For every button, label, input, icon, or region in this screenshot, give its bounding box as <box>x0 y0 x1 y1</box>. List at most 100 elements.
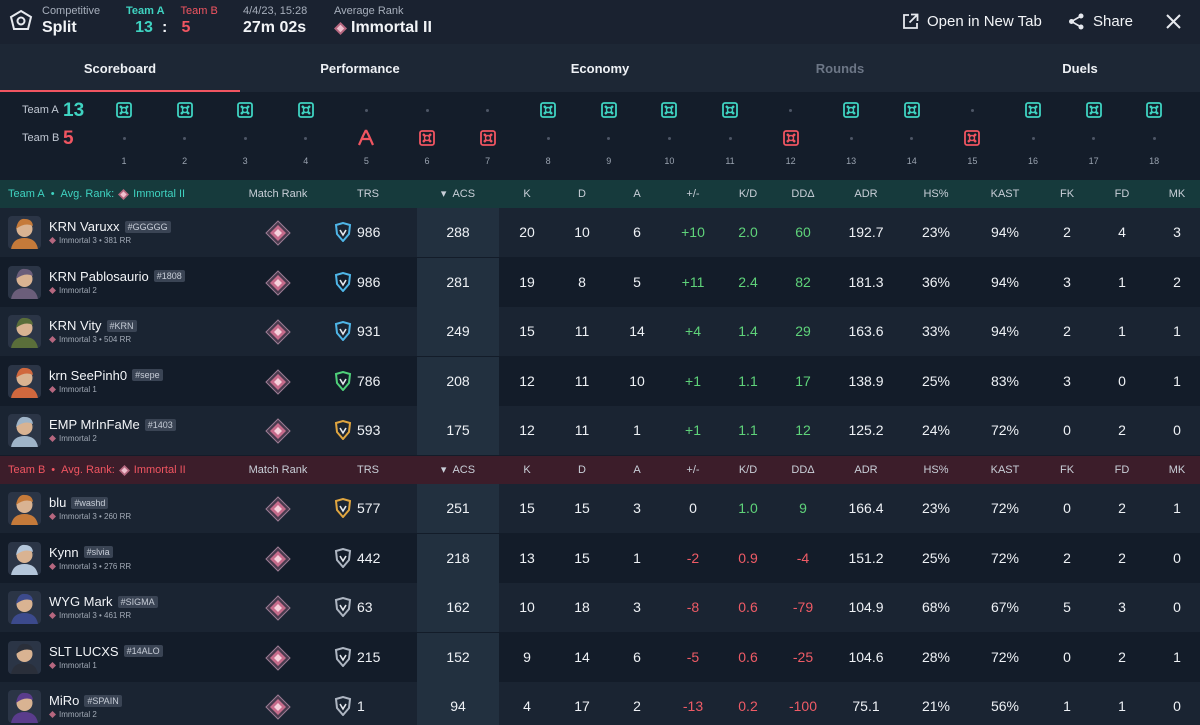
trs-value: 1 <box>357 698 365 715</box>
team-a-col-mk[interactable]: MK <box>1157 180 1197 208</box>
team-b-col-hs[interactable]: HS% <box>911 456 961 484</box>
round-number[interactable]: 15 <box>967 156 978 166</box>
player-rank-line: Immortal 3 • 276 RR <box>49 562 131 571</box>
team-a-col-hs[interactable]: HS% <box>911 180 961 208</box>
round-empty-dot <box>183 136 187 140</box>
round-number[interactable]: 18 <box>1149 156 1160 166</box>
player-tag: #KRN <box>106 319 137 332</box>
share-button[interactable]: Share <box>1068 10 1133 32</box>
team-a-col-trs[interactable]: TRS <box>343 180 393 208</box>
stat-acs: 94 <box>450 698 466 715</box>
team-b-col-dda[interactable]: DDΔ <box>778 456 828 484</box>
team-a-player-row[interactable]: KRN Varuxx #GGGGG Immortal 3 • 381 RR 986 28… <box>0 208 1200 257</box>
acs-highlight <box>417 406 499 456</box>
team-a-player-row[interactable]: EMP MrInFaMe #1403 Immortal 2 593 175 12 11 1 +1… <box>0 406 1200 456</box>
team-b-player-row[interactable]: SLT LUCXS #14ALO Immortal 1 215 152 9 14 6 -5 0.6… <box>0 632 1200 682</box>
round-number[interactable]: 10 <box>664 156 675 166</box>
tab-duels[interactable]: Duels <box>1062 60 1098 76</box>
team-b-col-adr[interactable]: ADR <box>836 456 896 484</box>
round-number[interactable]: 7 <box>485 156 491 166</box>
player-rank-text: Immortal 3 • 276 RR <box>59 561 132 571</box>
round-number[interactable]: 1 <box>121 156 127 166</box>
round-number[interactable]: 14 <box>906 156 917 166</box>
player-name[interactable]: KRN Vity #KRN <box>49 318 137 333</box>
stat-k: 19 <box>519 273 535 290</box>
round-number[interactable]: 4 <box>303 156 309 166</box>
team-a-col-dda[interactable]: DDΔ <box>778 180 828 208</box>
team-b-player-row[interactable]: WYG Mark #SIGMA Immortal 3 • 461 RR 63 162 10… <box>0 583 1200 633</box>
stat-a: 6 <box>633 648 641 665</box>
team-a-col-acs[interactable]: ▾ ACS <box>417 180 499 208</box>
team-a-col-a[interactable]: A <box>617 180 657 208</box>
player-name[interactable]: blu #washd <box>49 495 109 510</box>
stat-kd: 1.4 <box>738 323 758 340</box>
player-name[interactable]: KRN Pablosaurio #1808 <box>49 269 185 284</box>
team-b-col-fd[interactable]: FD <box>1102 456 1142 484</box>
team-b-col-match_rank[interactable]: Match Rank <box>243 456 313 484</box>
player-name[interactable]: EMP MrInFaMe #1403 <box>49 417 176 432</box>
round-number[interactable]: 16 <box>1027 156 1038 166</box>
round-number[interactable]: 5 <box>363 156 369 166</box>
player-name[interactable]: WYG Mark #SIGMA <box>49 594 158 609</box>
column-label: KAST <box>990 464 1020 476</box>
team-a-player-row[interactable]: krn SeePinh0 #sepe Immortal 1 786 208 12 11 10 +… <box>0 356 1200 406</box>
team-b-col-kast[interactable]: KAST <box>980 456 1030 484</box>
team-b-player-row[interactable]: Kynn #slvia Immortal 3 • 276 RR 442 218 13 15 1… <box>0 533 1200 583</box>
round-number[interactable]: 2 <box>182 156 188 166</box>
player-name[interactable]: KRN Varuxx #GGGGG <box>49 219 171 234</box>
team-b-col-k[interactable]: K <box>507 456 547 484</box>
stat-adr: 181.3 <box>848 273 884 290</box>
player-name-text: Kynn <box>49 544 79 560</box>
stat-d: 15 <box>574 500 590 516</box>
tab-scoreboard[interactable]: Scoreboard <box>0 44 240 92</box>
team-a-col-adr[interactable]: ADR <box>836 180 896 208</box>
player-name[interactable]: krn SeePinh0 #sepe <box>49 368 163 383</box>
round-number[interactable]: 8 <box>545 156 551 166</box>
team-a-col-k[interactable]: K <box>507 180 547 208</box>
player-name[interactable]: Kynn #slvia <box>49 545 113 560</box>
team-b-col-fk[interactable]: FK <box>1047 456 1087 484</box>
team-a-player-row[interactable]: KRN Vity #KRN Immortal 3 • 504 RR 931 249 15 1… <box>0 307 1200 357</box>
team-b-col-pm[interactable]: +/- <box>668 456 718 484</box>
player-name-text: WYG Mark <box>49 594 113 610</box>
team-a-col-d[interactable]: D <box>562 180 602 208</box>
team-b-col-d[interactable]: D <box>562 456 602 484</box>
stat-acs: 249 <box>446 323 470 340</box>
stat-dda: 9 <box>799 500 807 516</box>
team-b-col-a[interactable]: A <box>617 456 657 484</box>
team-a-col-match_rank[interactable]: Match Rank <box>243 180 313 208</box>
tab-economy[interactable]: Economy <box>570 60 630 76</box>
round-number[interactable]: 17 <box>1088 156 1099 166</box>
team-a-col-fd[interactable]: FD <box>1102 180 1142 208</box>
stat-k: 15 <box>519 323 535 340</box>
team-a-col-pm[interactable]: +/- <box>668 180 718 208</box>
close-icon[interactable] <box>1166 14 1181 29</box>
team-a-col-kd[interactable]: K/D <box>723 180 773 208</box>
round-empty-dot <box>1092 136 1096 140</box>
tab-performance[interactable]: Performance <box>320 60 400 76</box>
round-number[interactable]: 3 <box>242 156 248 166</box>
mode-label: Competitive <box>42 5 101 17</box>
team-b-col-mk[interactable]: MK <box>1157 456 1197 484</box>
round-number[interactable]: 12 <box>785 156 796 166</box>
player-rank-line: Immortal 3 • 260 RR <box>49 512 131 521</box>
round-number[interactable]: 13 <box>846 156 857 166</box>
team-a-col-kast[interactable]: KAST <box>980 180 1030 208</box>
team-a-col-fk[interactable]: FK <box>1047 180 1087 208</box>
round-number[interactable]: 11 <box>725 156 735 166</box>
team-b-player-row[interactable]: MiRo #SPAIN Immortal 2 1 94 4 17 2 -13 0.2 -100 75.… <box>0 682 1200 725</box>
match-rank-icon <box>265 595 291 621</box>
round-number[interactable]: 6 <box>424 156 430 166</box>
open-new-tab-button[interactable]: Open in New Tab <box>902 10 1042 32</box>
team-b-col-kd[interactable]: K/D <box>723 456 773 484</box>
player-name[interactable]: MiRo #SPAIN <box>49 693 122 708</box>
team-b-player-row[interactable]: blu #washd Immortal 3 • 260 RR 577 251 15 15 3 0… <box>0 484 1200 533</box>
team-b-col-trs[interactable]: TRS <box>343 456 393 484</box>
stat-k: 15 <box>519 500 535 516</box>
team-b-col-acs[interactable]: ▾ ACS <box>417 456 499 484</box>
team-a-player-row[interactable]: KRN Pablosaurio #1808 Immortal 2 986 281 19 8 5… <box>0 257 1200 307</box>
immortal-rank-icon <box>118 188 130 200</box>
round-number[interactable]: 9 <box>606 156 612 166</box>
stat-d: 8 <box>578 273 586 290</box>
player-name[interactable]: SLT LUCXS #14ALO <box>49 644 163 659</box>
